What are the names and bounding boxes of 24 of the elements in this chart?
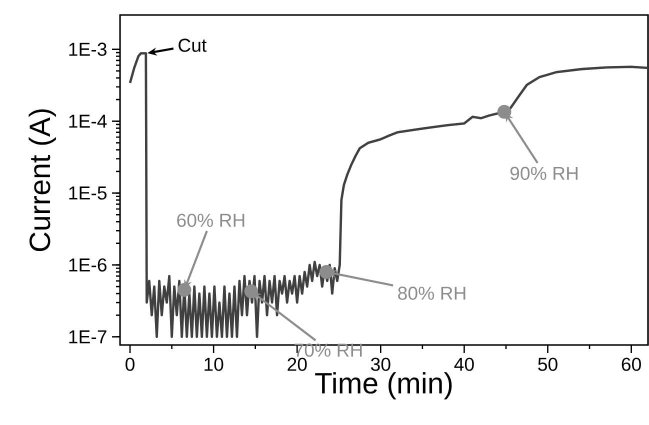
y-tick-label: 1E-6	[69, 258, 106, 272]
x-tick-label: 50	[538, 358, 558, 371]
annotation: 90% RH	[510, 166, 578, 180]
point	[319, 264, 334, 279]
x-tick-label: 30	[370, 358, 390, 371]
x-tick-label: 40	[454, 358, 474, 371]
x-tick-label: 0	[126, 358, 134, 371]
annotation: 60% RH	[177, 214, 244, 227]
point	[497, 104, 512, 119]
x-tick-label: 60	[622, 358, 641, 371]
x-axis-title: Time (min)	[315, 372, 452, 400]
y-tick-label: 1E-4	[69, 114, 107, 128]
line-series	[128, 52, 649, 338]
x-tick-label: 20	[288, 358, 307, 371]
y-tick-label: 1E-3	[69, 42, 106, 56]
y-axis-title: Current (A)	[28, 109, 56, 252]
annotation: 80% RH	[398, 286, 466, 300]
point	[244, 284, 258, 298]
annotation: 70% RH	[294, 344, 362, 357]
point	[177, 282, 192, 297]
annotation: Cut	[178, 38, 207, 52]
x-tick-label: 10	[204, 358, 224, 371]
y-tick-label: 1E-7	[69, 330, 106, 344]
y-tick-label: 1E-5	[69, 186, 107, 200]
